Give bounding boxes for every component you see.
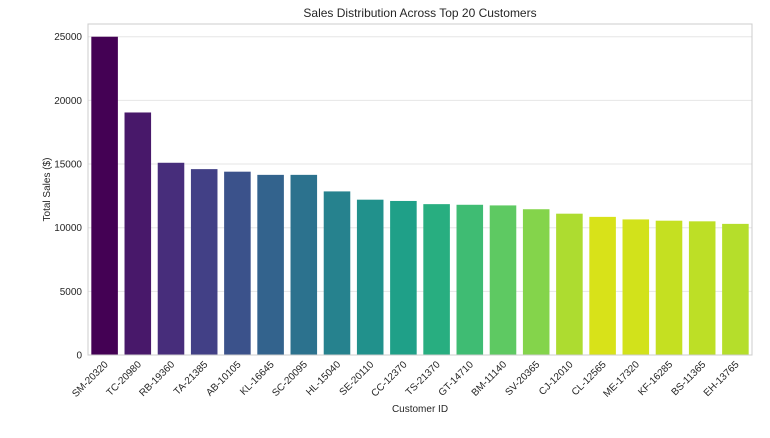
x-tick-label: BM-11140 <box>470 359 510 399</box>
x-tick-label: SC-20095 <box>270 359 310 399</box>
bar <box>589 216 616 355</box>
x-axis-ticks: SM-20320TC-20980RB-19360TA-21385AB-10105… <box>70 359 742 400</box>
bar <box>224 171 251 355</box>
x-tick-label: SM-20320 <box>70 359 111 400</box>
bar <box>489 205 517 355</box>
x-axis-title: Customer ID <box>392 404 448 415</box>
x-tick-label: KF-16285 <box>636 359 675 398</box>
bar <box>423 204 450 355</box>
bar <box>522 209 550 355</box>
y-tick-label: 0 <box>76 351 82 362</box>
bar <box>688 221 716 355</box>
y-axis-title: Total Sales ($) <box>42 158 53 222</box>
grid-lines <box>88 36 752 356</box>
y-tick-label: 15000 <box>54 160 82 171</box>
y-tick-label: 5000 <box>60 287 83 298</box>
y-axis-ticks: 0 5000 10000 15000 20000 25000 <box>54 32 82 361</box>
x-tick-label: HL-15040 <box>304 359 343 398</box>
bar <box>390 200 417 355</box>
bar <box>722 223 749 355</box>
bar <box>157 162 185 355</box>
bar <box>655 220 683 355</box>
bar <box>622 219 650 355</box>
x-tick-label: SV-20365 <box>503 359 542 398</box>
x-tick-label: CC-12370 <box>370 359 410 399</box>
y-tick-label: 20000 <box>54 96 82 107</box>
plot-frame <box>87 23 753 356</box>
bar <box>257 174 284 355</box>
x-tick-label: EH-13765 <box>702 359 742 399</box>
bar <box>124 112 152 355</box>
bar <box>323 191 351 355</box>
x-tick-label: RB-19360 <box>138 359 178 399</box>
x-tick-label: ME-17320 <box>602 359 643 400</box>
bar <box>556 213 583 355</box>
x-tick-label: CJ-12010 <box>537 359 576 398</box>
y-tick-label: 25000 <box>54 32 82 43</box>
chart-title: Sales Distribution Across Top 20 Custome… <box>303 6 536 20</box>
bars <box>91 36 749 355</box>
bar <box>190 169 218 355</box>
bar <box>456 204 484 355</box>
bar <box>91 36 118 355</box>
y-tick-label: 10000 <box>54 223 82 234</box>
bar <box>356 199 384 355</box>
bar <box>290 174 318 355</box>
x-tick-label: AB-10105 <box>204 359 244 399</box>
